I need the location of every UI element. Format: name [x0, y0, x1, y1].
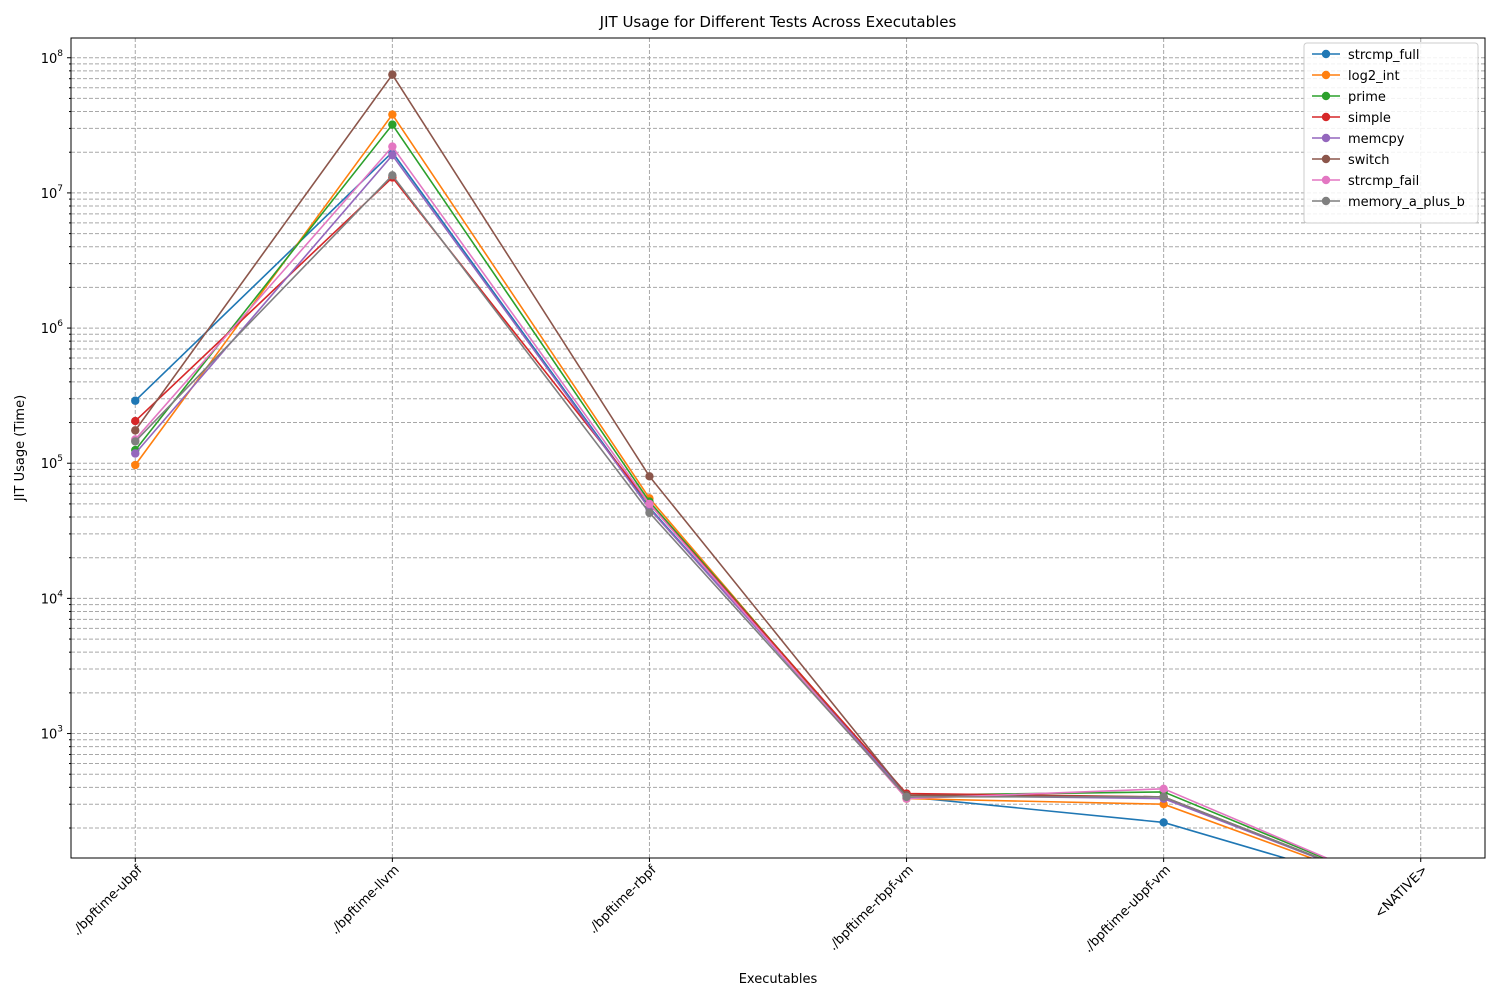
y-axis-title: JIT Usage (Time) — [13, 395, 28, 502]
legend-item: simple — [1312, 111, 1391, 126]
y-tick-label-exponent: 8 — [57, 49, 63, 59]
data-point — [902, 792, 911, 802]
legend-label: strcmp_full — [1348, 48, 1420, 63]
data-point — [131, 426, 140, 435]
y-tick-label-base: 10 — [41, 52, 58, 67]
series-memory-a-plus-b — [131, 171, 1322, 858]
x-axis-title: Executables — [739, 972, 818, 987]
y-tick-label: 105 — [41, 454, 63, 472]
y-tick-label: 104 — [41, 589, 64, 607]
y-tick-label-exponent: 6 — [57, 319, 63, 329]
data-point — [131, 396, 140, 405]
y-tick-label-base: 10 — [41, 322, 58, 337]
data-point — [388, 120, 397, 129]
data-point — [131, 449, 140, 458]
plot-area — [70, 37, 1486, 859]
legend-item: memory_a_plus_b — [1312, 195, 1465, 210]
y-tick-label: 107 — [41, 184, 63, 202]
data-point — [645, 499, 654, 509]
y-tick-label: 106 — [41, 319, 64, 337]
y-tick-label-base: 10 — [41, 187, 58, 202]
data-point — [645, 508, 654, 517]
chart-title: JIT Usage for Different Tests Across Exe… — [599, 13, 957, 31]
y-tick-label: 108 — [41, 49, 64, 67]
data-point — [388, 110, 397, 119]
legend-label: memcpy — [1348, 132, 1405, 147]
legend-swatch-marker — [1321, 112, 1331, 122]
data-point — [388, 151, 397, 160]
data-point — [1159, 818, 1168, 827]
series-lines — [131, 70, 1329, 858]
legend-label: prime — [1348, 90, 1386, 105]
legend-label: simple — [1348, 111, 1391, 126]
data-point — [131, 460, 140, 470]
legend-label: log2_int — [1348, 69, 1400, 84]
data-point — [388, 142, 397, 151]
legend-item: prime — [1312, 90, 1386, 105]
legend-swatch-marker — [1321, 133, 1331, 143]
data-point — [645, 472, 654, 481]
legend-swatch-marker — [1321, 49, 1331, 59]
y-tick-label-exponent: 5 — [57, 454, 63, 464]
y-tick-label-base: 10 — [41, 592, 58, 607]
legend-item: switch — [1312, 153, 1390, 168]
grid — [71, 38, 1485, 858]
data-point — [1159, 792, 1168, 802]
data-point — [131, 416, 140, 426]
data-point — [131, 437, 140, 446]
legend-label: switch — [1348, 153, 1390, 168]
y-tick-label-exponent: 3 — [57, 725, 63, 735]
legend-swatch-marker — [1321, 70, 1331, 80]
y-tick-label: 103 — [41, 725, 63, 743]
series-line — [134, 174, 1322, 858]
y-tick-label-base: 10 — [41, 728, 58, 743]
legend-box — [1303, 42, 1479, 224]
legend-label: memory_a_plus_b — [1348, 195, 1465, 210]
series-line — [134, 145, 1329, 858]
y-tick-label-base: 10 — [41, 457, 58, 472]
legend-swatch-marker — [1321, 175, 1331, 185]
legend-swatch-marker — [1321, 154, 1331, 164]
y-tick-label-exponent: 7 — [57, 184, 63, 194]
legend-item: strcmp_full — [1312, 48, 1420, 63]
legend-swatch-marker — [1321, 91, 1331, 101]
data-point — [1159, 784, 1168, 794]
legend-item: log2_int — [1312, 69, 1400, 84]
data-point — [388, 70, 397, 79]
legend-label: strcmp_fail — [1348, 174, 1419, 189]
legend-item: strcmp_fail — [1312, 174, 1419, 189]
legend-swatch-marker — [1321, 196, 1331, 206]
data-point — [388, 171, 397, 180]
y-tick-label-exponent: 4 — [57, 589, 63, 599]
legend-item: memcpy — [1312, 132, 1405, 147]
